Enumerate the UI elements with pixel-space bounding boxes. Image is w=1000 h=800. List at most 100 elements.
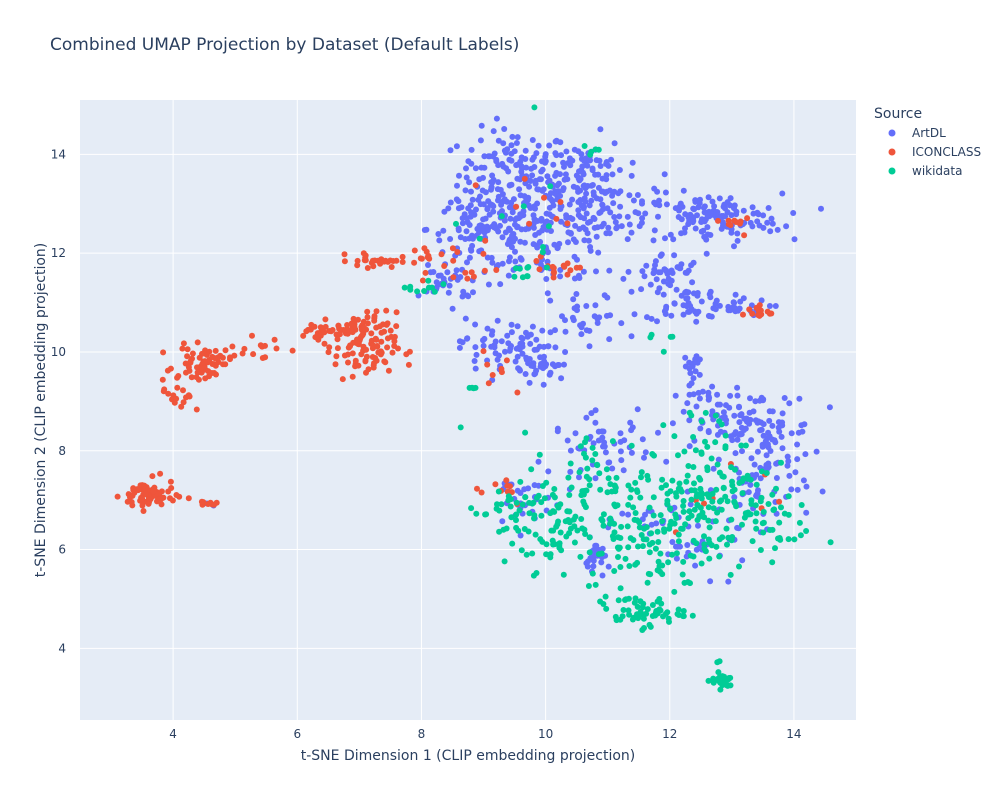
- data-point: [513, 162, 520, 169]
- data-point: [784, 462, 791, 469]
- data-point: [692, 447, 699, 454]
- data-point: [678, 292, 685, 299]
- data-point: [625, 268, 632, 275]
- data-point: [547, 329, 554, 336]
- data-point: [698, 418, 705, 425]
- data-point: [725, 307, 732, 314]
- data-point: [468, 188, 474, 195]
- data-point: [716, 678, 722, 684]
- data-point: [716, 553, 723, 560]
- data-point: [675, 538, 682, 545]
- data-point: [345, 344, 352, 351]
- data-point: [469, 196, 476, 203]
- data-point: [522, 429, 529, 436]
- data-point: [498, 369, 505, 376]
- data-point: [478, 164, 485, 171]
- data-point: [679, 571, 686, 578]
- data-point: [516, 346, 523, 353]
- legend-entry: wikidata: [912, 164, 962, 178]
- data-point: [658, 484, 665, 491]
- data-point: [158, 501, 165, 508]
- data-point: [219, 354, 226, 361]
- data-point: [545, 343, 552, 350]
- data-point: [336, 331, 343, 338]
- data-point: [705, 389, 712, 396]
- data-point: [654, 318, 660, 325]
- data-point: [724, 199, 731, 206]
- data-point: [711, 203, 718, 210]
- data-point: [733, 503, 740, 510]
- data-point: [423, 248, 430, 255]
- data-point: [480, 342, 487, 349]
- data-point: [564, 220, 571, 227]
- data-point: [690, 259, 697, 266]
- data-point: [785, 511, 792, 518]
- data-point: [693, 540, 700, 547]
- data-point: [558, 547, 565, 554]
- data-point: [803, 528, 810, 534]
- data-point: [707, 288, 714, 295]
- data-point: [720, 485, 727, 492]
- data-point: [479, 187, 486, 194]
- data-point: [602, 593, 609, 600]
- data-point: [480, 174, 486, 181]
- data-point: [797, 532, 804, 539]
- data-point: [693, 310, 700, 317]
- data-point: [639, 627, 646, 633]
- data-point: [642, 449, 649, 456]
- data-point: [425, 277, 432, 284]
- data-point: [643, 536, 650, 543]
- data-point: [686, 308, 693, 315]
- data-point: [618, 523, 625, 530]
- data-point: [558, 218, 565, 225]
- data-point: [712, 439, 719, 446]
- data-point: [698, 450, 705, 457]
- data-point: [503, 357, 510, 364]
- data-point: [562, 171, 569, 178]
- data-point: [526, 379, 533, 386]
- data-point: [706, 524, 713, 531]
- data-point: [681, 448, 688, 455]
- data-point: [322, 316, 329, 323]
- data-point: [697, 425, 704, 432]
- data-point: [653, 520, 660, 527]
- data-point: [572, 513, 579, 520]
- data-point: [651, 227, 658, 234]
- data-point: [516, 507, 523, 514]
- data-point: [597, 126, 604, 133]
- data-point: [706, 394, 713, 401]
- data-point: [453, 196, 460, 203]
- data-point: [766, 408, 773, 415]
- data-point: [555, 362, 561, 368]
- data-point: [499, 260, 506, 267]
- data-point: [271, 336, 278, 343]
- data-point: [590, 440, 597, 447]
- data-point: [650, 270, 657, 277]
- data-point: [638, 219, 645, 226]
- data-point: [468, 505, 475, 512]
- data-point: [732, 450, 739, 457]
- data-point: [690, 360, 697, 367]
- data-point: [785, 536, 792, 543]
- data-point: [395, 345, 401, 352]
- data-point: [639, 436, 646, 443]
- data-point: [507, 182, 513, 189]
- data-point: [631, 311, 638, 318]
- data-point: [698, 495, 705, 502]
- data-point: [680, 302, 687, 309]
- data-point: [693, 403, 700, 410]
- data-point: [543, 541, 550, 548]
- data-point: [632, 510, 639, 516]
- data-point: [734, 384, 741, 391]
- data-point: [527, 340, 534, 347]
- data-point: [576, 474, 582, 481]
- data-point: [775, 424, 782, 431]
- data-point: [663, 458, 670, 465]
- data-point: [714, 461, 721, 468]
- data-point: [754, 218, 761, 225]
- data-point: [586, 534, 593, 541]
- data-point: [583, 435, 590, 442]
- data-point: [259, 355, 266, 361]
- data-point: [480, 337, 486, 344]
